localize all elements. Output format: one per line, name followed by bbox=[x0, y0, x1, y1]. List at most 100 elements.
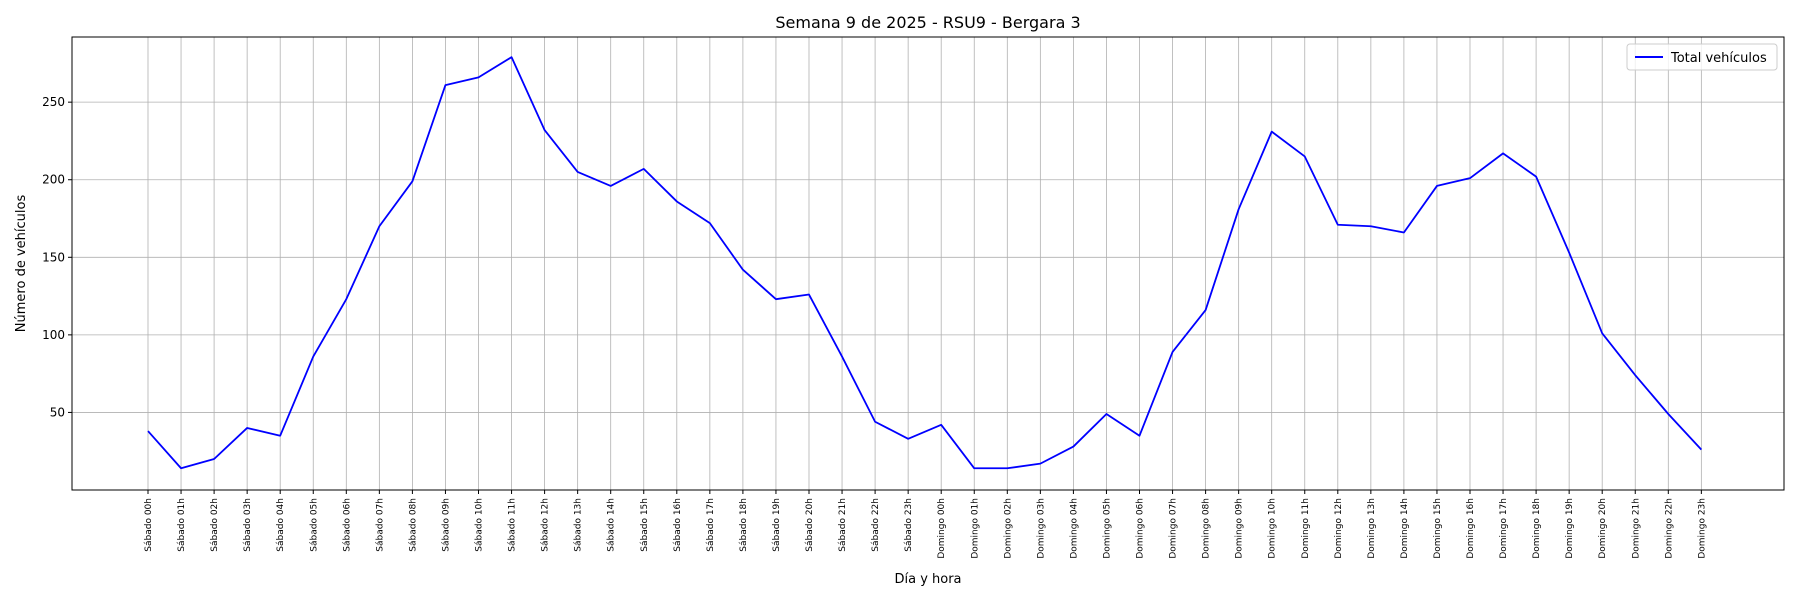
y-axis-label: Número de vehículos bbox=[14, 195, 29, 333]
data-point bbox=[608, 183, 613, 188]
x-tick-label: Sábado 06h bbox=[342, 498, 352, 552]
data-point bbox=[1633, 373, 1638, 378]
data-point bbox=[1236, 207, 1241, 212]
y-tick-label: 50 bbox=[50, 405, 65, 419]
x-tick-label: Domingo 16h bbox=[1466, 498, 1476, 559]
data-point bbox=[443, 83, 448, 88]
data-point bbox=[1501, 151, 1506, 156]
data-point bbox=[1434, 183, 1439, 188]
x-tick-label: Domingo 22h bbox=[1664, 498, 1674, 559]
x-tick-label: Domingo 02h bbox=[1003, 498, 1013, 559]
x-tick-label: Domingo 13h bbox=[1367, 498, 1377, 559]
x-tick-label: Domingo 14h bbox=[1400, 498, 1410, 559]
data-point bbox=[575, 169, 580, 174]
x-tick-label: Domingo 09h bbox=[1235, 498, 1245, 559]
x-tick-label: Domingo 20h bbox=[1598, 498, 1608, 559]
x-tick-label: Sábado 05h bbox=[309, 498, 319, 552]
data-point bbox=[344, 297, 349, 302]
plot-area bbox=[71, 36, 1785, 491]
x-tick-label: Domingo 11h bbox=[1301, 498, 1311, 559]
x-tick-label: Domingo 08h bbox=[1202, 498, 1212, 559]
data-point bbox=[674, 199, 679, 204]
x-tick-label: Sábado 08h bbox=[408, 498, 418, 552]
data-point bbox=[1170, 349, 1175, 354]
x-tick-label: Sábado 07h bbox=[375, 498, 385, 552]
data-point bbox=[807, 292, 812, 297]
x-tick-label: Domingo 18h bbox=[1532, 498, 1542, 559]
x-tick-label: Sábado 02h bbox=[210, 498, 220, 552]
data-point bbox=[278, 433, 283, 438]
x-tick-label: Sábado 17h bbox=[706, 498, 716, 552]
y-tick-label: 200 bbox=[42, 173, 65, 187]
data-point bbox=[542, 128, 547, 133]
x-tick-label: Sábado 20h bbox=[805, 498, 815, 552]
grid-lines bbox=[72, 37, 1784, 490]
y-tick-label: 250 bbox=[42, 95, 65, 109]
data-point bbox=[1335, 222, 1340, 227]
data-point bbox=[476, 75, 481, 80]
data-point bbox=[1534, 174, 1539, 179]
data-point bbox=[773, 297, 778, 302]
x-tick-label: Sábado 15h bbox=[640, 498, 650, 552]
data-point bbox=[1038, 461, 1043, 466]
data-point bbox=[1368, 224, 1373, 229]
data-point bbox=[1600, 331, 1605, 336]
y-tick-label: 150 bbox=[42, 250, 65, 264]
x-tick-label: Sábado 19h bbox=[772, 498, 782, 552]
y-axis-ticks: 50 100 150 200 250 bbox=[42, 95, 72, 419]
y-tick-label: 100 bbox=[42, 328, 65, 342]
x-tick-label: Domingo 15h bbox=[1433, 498, 1443, 559]
data-point bbox=[939, 422, 944, 427]
data-point bbox=[1567, 250, 1572, 255]
x-tick-label: Sábado 23h bbox=[904, 498, 914, 552]
data-point bbox=[1203, 308, 1208, 313]
x-tick-label: Domingo 04h bbox=[1069, 498, 1079, 559]
data-point bbox=[212, 456, 217, 461]
series-line bbox=[147, 56, 1703, 470]
legend: Total vehículos bbox=[1626, 43, 1778, 71]
x-tick-label: Domingo 01h bbox=[970, 498, 980, 559]
x-tick-label: Domingo 06h bbox=[1136, 498, 1146, 559]
data-point bbox=[972, 466, 977, 471]
data-point bbox=[410, 179, 415, 184]
data-point bbox=[707, 221, 712, 226]
data-point bbox=[1137, 433, 1142, 438]
x-tick-label: Domingo 17h bbox=[1499, 498, 1509, 559]
x-tick-label: Sábado 21h bbox=[838, 498, 848, 552]
x-tick-label: Domingo 03h bbox=[1036, 498, 1046, 559]
data-point bbox=[1104, 411, 1109, 416]
x-tick-label: Domingo 19h bbox=[1565, 498, 1575, 559]
data-point bbox=[1401, 230, 1406, 235]
legend-entry-total-vehiculos: Total vehículos bbox=[1670, 51, 1767, 66]
data-point bbox=[1468, 176, 1473, 181]
x-tick-label: Sábado 14h bbox=[607, 498, 617, 552]
data-point bbox=[906, 436, 911, 441]
data-point bbox=[1005, 466, 1010, 471]
x-tick-label: Sábado 03h bbox=[243, 498, 253, 552]
x-axis-ticks: Sábado 00h Sábado 01h Sábado 02h Sábado 03h… bbox=[144, 490, 1707, 559]
x-tick-label: Sábado 09h bbox=[441, 498, 451, 552]
x-tick-label: Domingo 05h bbox=[1102, 498, 1112, 559]
x-tick-label: Domingo 23h bbox=[1697, 498, 1707, 559]
x-tick-label: Domingo 07h bbox=[1169, 498, 1179, 559]
data-point bbox=[840, 354, 845, 359]
x-tick-label: Sábado 13h bbox=[574, 498, 584, 552]
data-point bbox=[377, 224, 382, 229]
data-point bbox=[245, 425, 250, 430]
x-tick-label: Sábado 16h bbox=[673, 498, 683, 552]
x-tick-label: Domingo 00h bbox=[937, 498, 947, 559]
legend-box bbox=[1626, 43, 1778, 71]
data-point bbox=[509, 55, 514, 60]
data-point bbox=[1071, 444, 1076, 449]
x-tick-label: Domingo 12h bbox=[1334, 498, 1344, 559]
x-tick-label: Sábado 12h bbox=[541, 498, 551, 552]
data-point bbox=[1269, 129, 1274, 134]
data-point bbox=[1699, 447, 1704, 452]
x-tick-label: Sábado 00h bbox=[144, 498, 154, 552]
x-tick-label: Sábado 18h bbox=[739, 498, 749, 552]
data-point bbox=[873, 419, 878, 424]
data-point bbox=[1666, 411, 1671, 416]
data-point bbox=[311, 354, 316, 359]
x-tick-label: Sábado 04h bbox=[276, 498, 286, 552]
